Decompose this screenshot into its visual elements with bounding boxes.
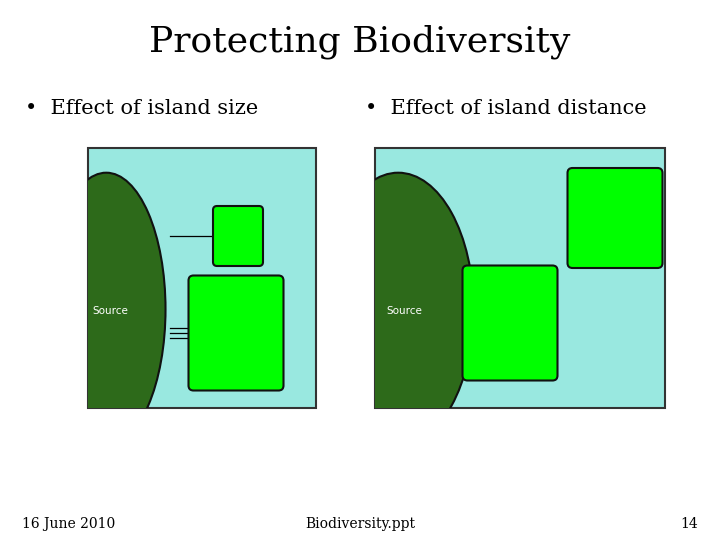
Text: Source: Source [93,306,129,316]
FancyBboxPatch shape [567,168,662,268]
Ellipse shape [323,173,474,445]
FancyBboxPatch shape [189,275,284,390]
Text: 16 June 2010: 16 June 2010 [22,517,115,531]
FancyBboxPatch shape [213,206,263,266]
Text: •  Effect of island size: • Effect of island size [25,98,258,118]
Text: 14: 14 [680,517,698,531]
Ellipse shape [47,173,166,445]
Bar [88,148,316,408]
Text: •  Effect of island distance: • Effect of island distance [365,98,647,118]
Text: Biodiversity.ppt: Biodiversity.ppt [305,517,415,531]
Text: Protecting Biodiversity: Protecting Biodiversity [149,25,571,59]
Bar [375,148,665,408]
Text: Source: Source [386,306,422,316]
FancyBboxPatch shape [462,266,557,381]
